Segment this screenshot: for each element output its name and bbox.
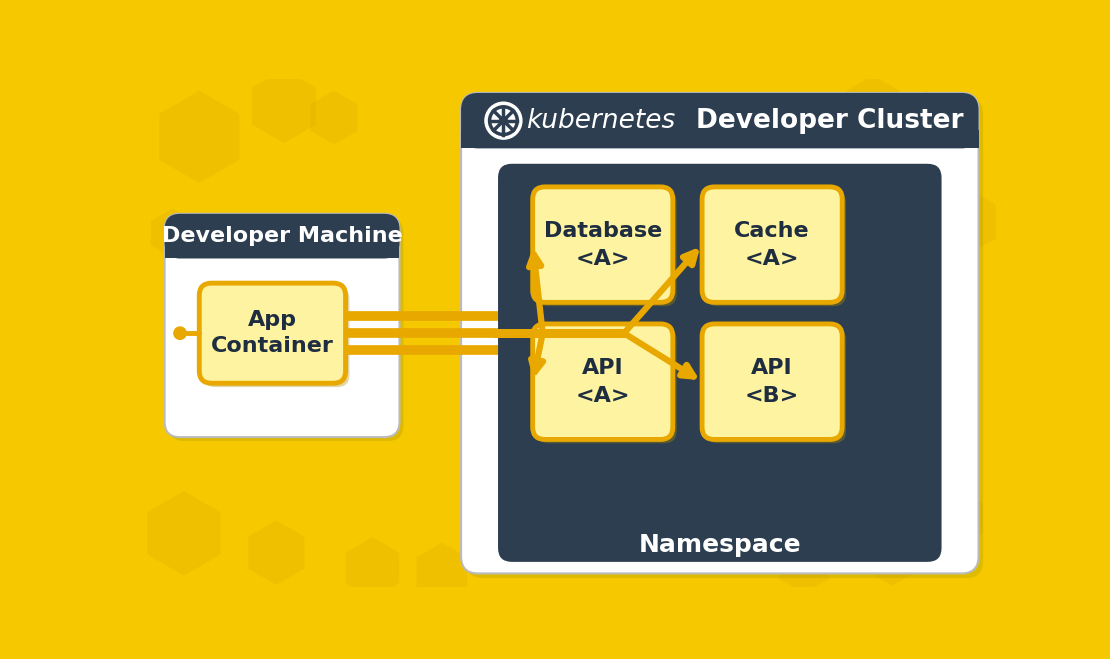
Bar — [164, 242, 400, 258]
FancyBboxPatch shape — [536, 190, 677, 306]
FancyBboxPatch shape — [533, 324, 673, 440]
Polygon shape — [249, 521, 304, 585]
FancyBboxPatch shape — [703, 324, 842, 440]
FancyBboxPatch shape — [461, 93, 979, 148]
Polygon shape — [311, 91, 357, 144]
FancyBboxPatch shape — [203, 287, 350, 387]
Bar — [461, 130, 979, 148]
Circle shape — [485, 102, 522, 139]
Text: API
<A>: API <A> — [575, 358, 630, 406]
Text: Developer Cluster: Developer Cluster — [696, 107, 963, 134]
Polygon shape — [416, 542, 467, 601]
FancyBboxPatch shape — [536, 328, 677, 444]
Text: Developer Machine: Developer Machine — [162, 226, 403, 246]
FancyBboxPatch shape — [461, 93, 979, 573]
FancyBboxPatch shape — [164, 214, 400, 437]
Polygon shape — [778, 535, 829, 594]
FancyBboxPatch shape — [706, 190, 846, 306]
Polygon shape — [346, 537, 400, 599]
Text: API
<B>: API <B> — [745, 358, 799, 406]
Text: Database
<A>: Database <A> — [544, 221, 662, 269]
Text: Cache
<A>: Cache <A> — [735, 221, 810, 269]
Circle shape — [174, 327, 186, 339]
Text: kubernetes: kubernetes — [526, 107, 676, 134]
FancyBboxPatch shape — [533, 187, 673, 302]
FancyBboxPatch shape — [200, 283, 345, 384]
Polygon shape — [151, 208, 193, 258]
Text: Namespace: Namespace — [638, 533, 801, 557]
FancyBboxPatch shape — [466, 98, 983, 578]
Text: App
Container: App Container — [211, 310, 334, 357]
Polygon shape — [148, 491, 221, 576]
Polygon shape — [486, 103, 521, 138]
Polygon shape — [860, 512, 925, 586]
Polygon shape — [252, 69, 316, 143]
FancyBboxPatch shape — [164, 214, 400, 258]
FancyBboxPatch shape — [703, 187, 842, 302]
Polygon shape — [890, 91, 963, 175]
Polygon shape — [941, 189, 997, 254]
Polygon shape — [846, 75, 900, 137]
Polygon shape — [159, 91, 240, 183]
Circle shape — [500, 117, 507, 125]
Polygon shape — [932, 489, 983, 547]
FancyBboxPatch shape — [706, 328, 846, 444]
FancyBboxPatch shape — [498, 164, 941, 562]
FancyBboxPatch shape — [169, 217, 403, 441]
